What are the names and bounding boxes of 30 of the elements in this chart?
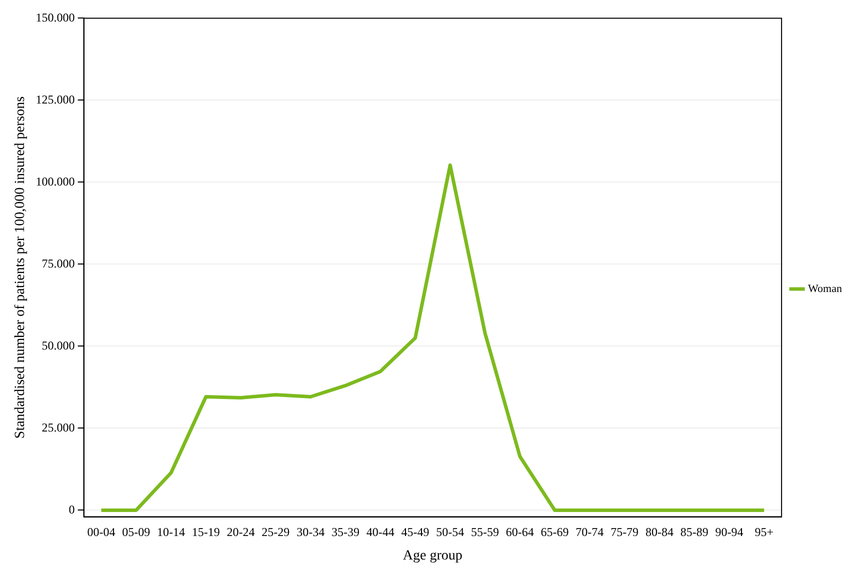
y-tick-label: 0 <box>68 502 75 516</box>
x-tick-label: 25-29 <box>262 525 290 540</box>
x-tick-label: 10-14 <box>157 525 186 540</box>
x-tick-label: 85-89 <box>680 525 708 540</box>
x-tick-label: 75-79 <box>610 525 639 540</box>
y-tick-label: 75.000 <box>42 256 75 270</box>
y-tick-label: 50.000 <box>42 338 75 352</box>
x-tick-label: 30-34 <box>296 525 325 540</box>
x-tick-label: 90-94 <box>715 525 744 540</box>
y-axis-title: Standardised number of patients per 100,000 insured persons <box>13 96 28 439</box>
x-tick-label: 55-59 <box>471 525 500 540</box>
x-tick-label: 05-09 <box>122 525 150 540</box>
x-tick-label: 40-44 <box>366 525 394 540</box>
y-tick-label: 25.000 <box>42 420 75 434</box>
x-tick-label: 00-04 <box>87 525 116 540</box>
x-tick-label: 95+ <box>754 525 774 540</box>
x-tick-label: 65-69 <box>540 525 569 540</box>
x-axis-title: Age group <box>402 548 462 564</box>
y-tick-label: 125.000 <box>36 92 75 106</box>
x-tick-label: 20-24 <box>226 525 255 540</box>
x-tick-label: 15-19 <box>192 525 220 540</box>
x-tick-label: 35-39 <box>331 525 360 540</box>
legend-label: Woman <box>808 282 842 295</box>
y-tick-label: 100.000 <box>36 174 75 188</box>
x-tick-label: 45-49 <box>401 525 430 540</box>
x-tick-label: 70-74 <box>576 525 604 540</box>
x-tick-label: 80-84 <box>645 525 674 540</box>
x-tick-label: 50-54 <box>436 525 464 540</box>
x-tick-label: 60-64 <box>506 525 534 540</box>
y-tick-label: 150.000 <box>36 10 75 24</box>
